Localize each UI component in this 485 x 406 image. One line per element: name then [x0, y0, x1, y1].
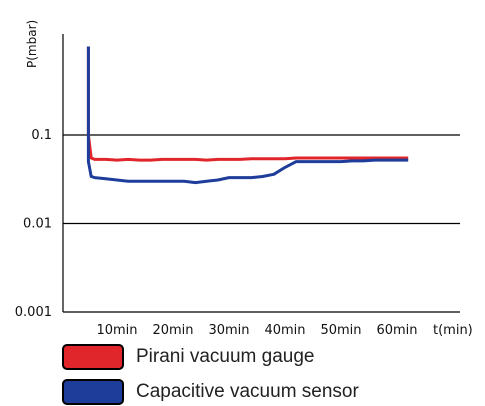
legend-swatch-capacitive [62, 379, 124, 405]
y-tick-label-2: 0.1 [31, 128, 52, 143]
series-layer [86, 46, 409, 185]
y-tick-label-1: 0.01 [23, 217, 52, 232]
x-tick-label-3: 40min [264, 323, 305, 338]
x-tick-label-5: 60min [376, 323, 417, 338]
series-line-capacitive [86, 46, 409, 185]
y-axis-label: P(mbar) [25, 20, 39, 68]
legend-label-capacitive: Capacitive vacuum sensor [136, 381, 359, 402]
grid-layer [63, 134, 460, 225]
x-tick-label-4: 50min [320, 323, 361, 338]
axes-layer [62, 34, 460, 313]
x-tick-label-2: 30min [208, 323, 249, 338]
legend-swatch-pirani [62, 344, 124, 370]
legend-item-capacitive: Capacitive vacuum sensor [62, 379, 462, 405]
legend-item-pirani: Pirani vacuum gauge [62, 344, 462, 370]
series-line-pirani [86, 46, 409, 162]
x-axis-label: t(min) [433, 323, 473, 338]
ticks-layer: 0.001 0.01 0.1 10min 20min 30min 40min 50min 60m… [15, 128, 418, 338]
x-tick-label-1: 20min [152, 323, 193, 338]
x-tick-label-0: 10min [96, 323, 137, 338]
y-tick-label-0: 0.001 [15, 305, 52, 320]
legend-label-pirani: Pirani vacuum gauge [136, 346, 315, 367]
